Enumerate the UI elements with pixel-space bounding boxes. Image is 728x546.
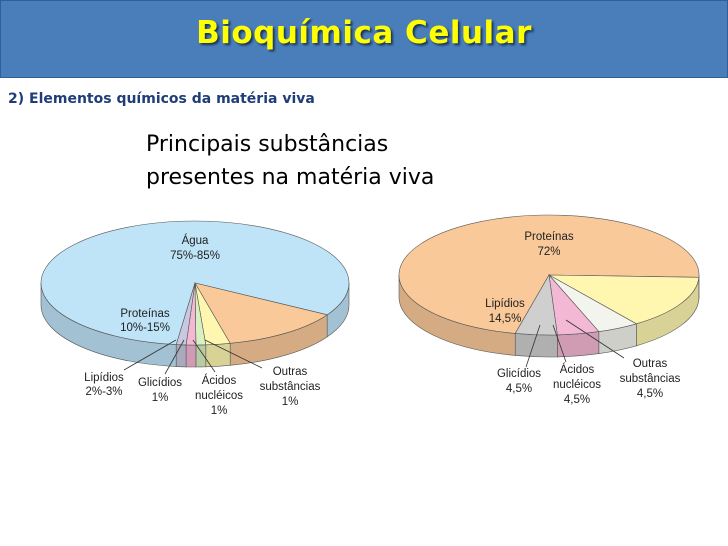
leader-line — [565, 319, 625, 359]
leader-line — [123, 339, 177, 371]
leader-line — [192, 339, 216, 373]
pie-chart-2: Proteínas 72% Lipídios 14,5% Glicídios 4,5% Ác… — [398, 214, 700, 406]
leader-line — [525, 324, 541, 368]
pie-slice — [548, 274, 700, 325]
slice-value-label: 4,5% — [564, 394, 590, 406]
leader-line — [552, 324, 567, 363]
slice-label: Lipídios — [485, 298, 525, 310]
pie-slice — [514, 274, 558, 336]
pie-chart-1: Água 75%-85% Proteínas 10%-15% Lipídios 2%-3%… — [40, 220, 350, 417]
slice-label: Outras — [633, 358, 668, 370]
slice-value-label: 1% — [152, 392, 169, 404]
pie-side-slice — [185, 344, 197, 368]
slice-label: Água — [182, 234, 209, 247]
slice-value-label: 10%-15% — [120, 322, 170, 334]
pie-slice — [194, 282, 328, 344]
slice-label: Lipídios — [84, 372, 124, 384]
pie-slice — [398, 214, 700, 334]
slice-label: nucléicos — [195, 390, 243, 402]
slice-value-label: 4,5% — [637, 388, 663, 400]
slide-title: Bioquímica Celular — [196, 15, 532, 51]
leader-line — [204, 339, 263, 369]
pie-side-slice — [557, 331, 600, 358]
slice-value-label: 4,5% — [506, 383, 532, 395]
chart-heading-line-2: presentes na matéria viva — [146, 165, 435, 190]
title-bar: Bioquímica Celular — [0, 0, 728, 78]
slice-label: Ácidos — [560, 363, 595, 376]
slice-value-label: 1% — [282, 396, 299, 408]
slice-label: substâncias — [620, 373, 681, 385]
slice-label: Outras — [273, 366, 308, 378]
slice-label: substâncias — [260, 381, 321, 393]
leader-line — [164, 339, 185, 375]
chart-heading-line-1: Principais substâncias — [146, 132, 389, 157]
slice-label: Proteínas — [120, 308, 169, 320]
slice-label: Glicídios — [497, 368, 541, 380]
slice-label: Glicídios — [138, 377, 182, 389]
section-title: 2) Elementos químicos da matéria viva — [8, 91, 315, 107]
pie-side-slice — [175, 344, 187, 368]
chart-heading: Principais substâncias presentes na maté… — [146, 128, 546, 194]
slice-label: Ácidos — [202, 374, 237, 387]
slice-value-label: 75%-85% — [170, 250, 220, 262]
slice-value-label: 14,5% — [489, 313, 522, 325]
slice-value-label: 72% — [537, 246, 560, 258]
slice-label: nucléicos — [553, 379, 601, 391]
slice-value-label: 2%-3% — [85, 386, 122, 398]
slice-value-label: 1% — [211, 405, 228, 417]
slice-label: Proteínas — [524, 231, 573, 243]
